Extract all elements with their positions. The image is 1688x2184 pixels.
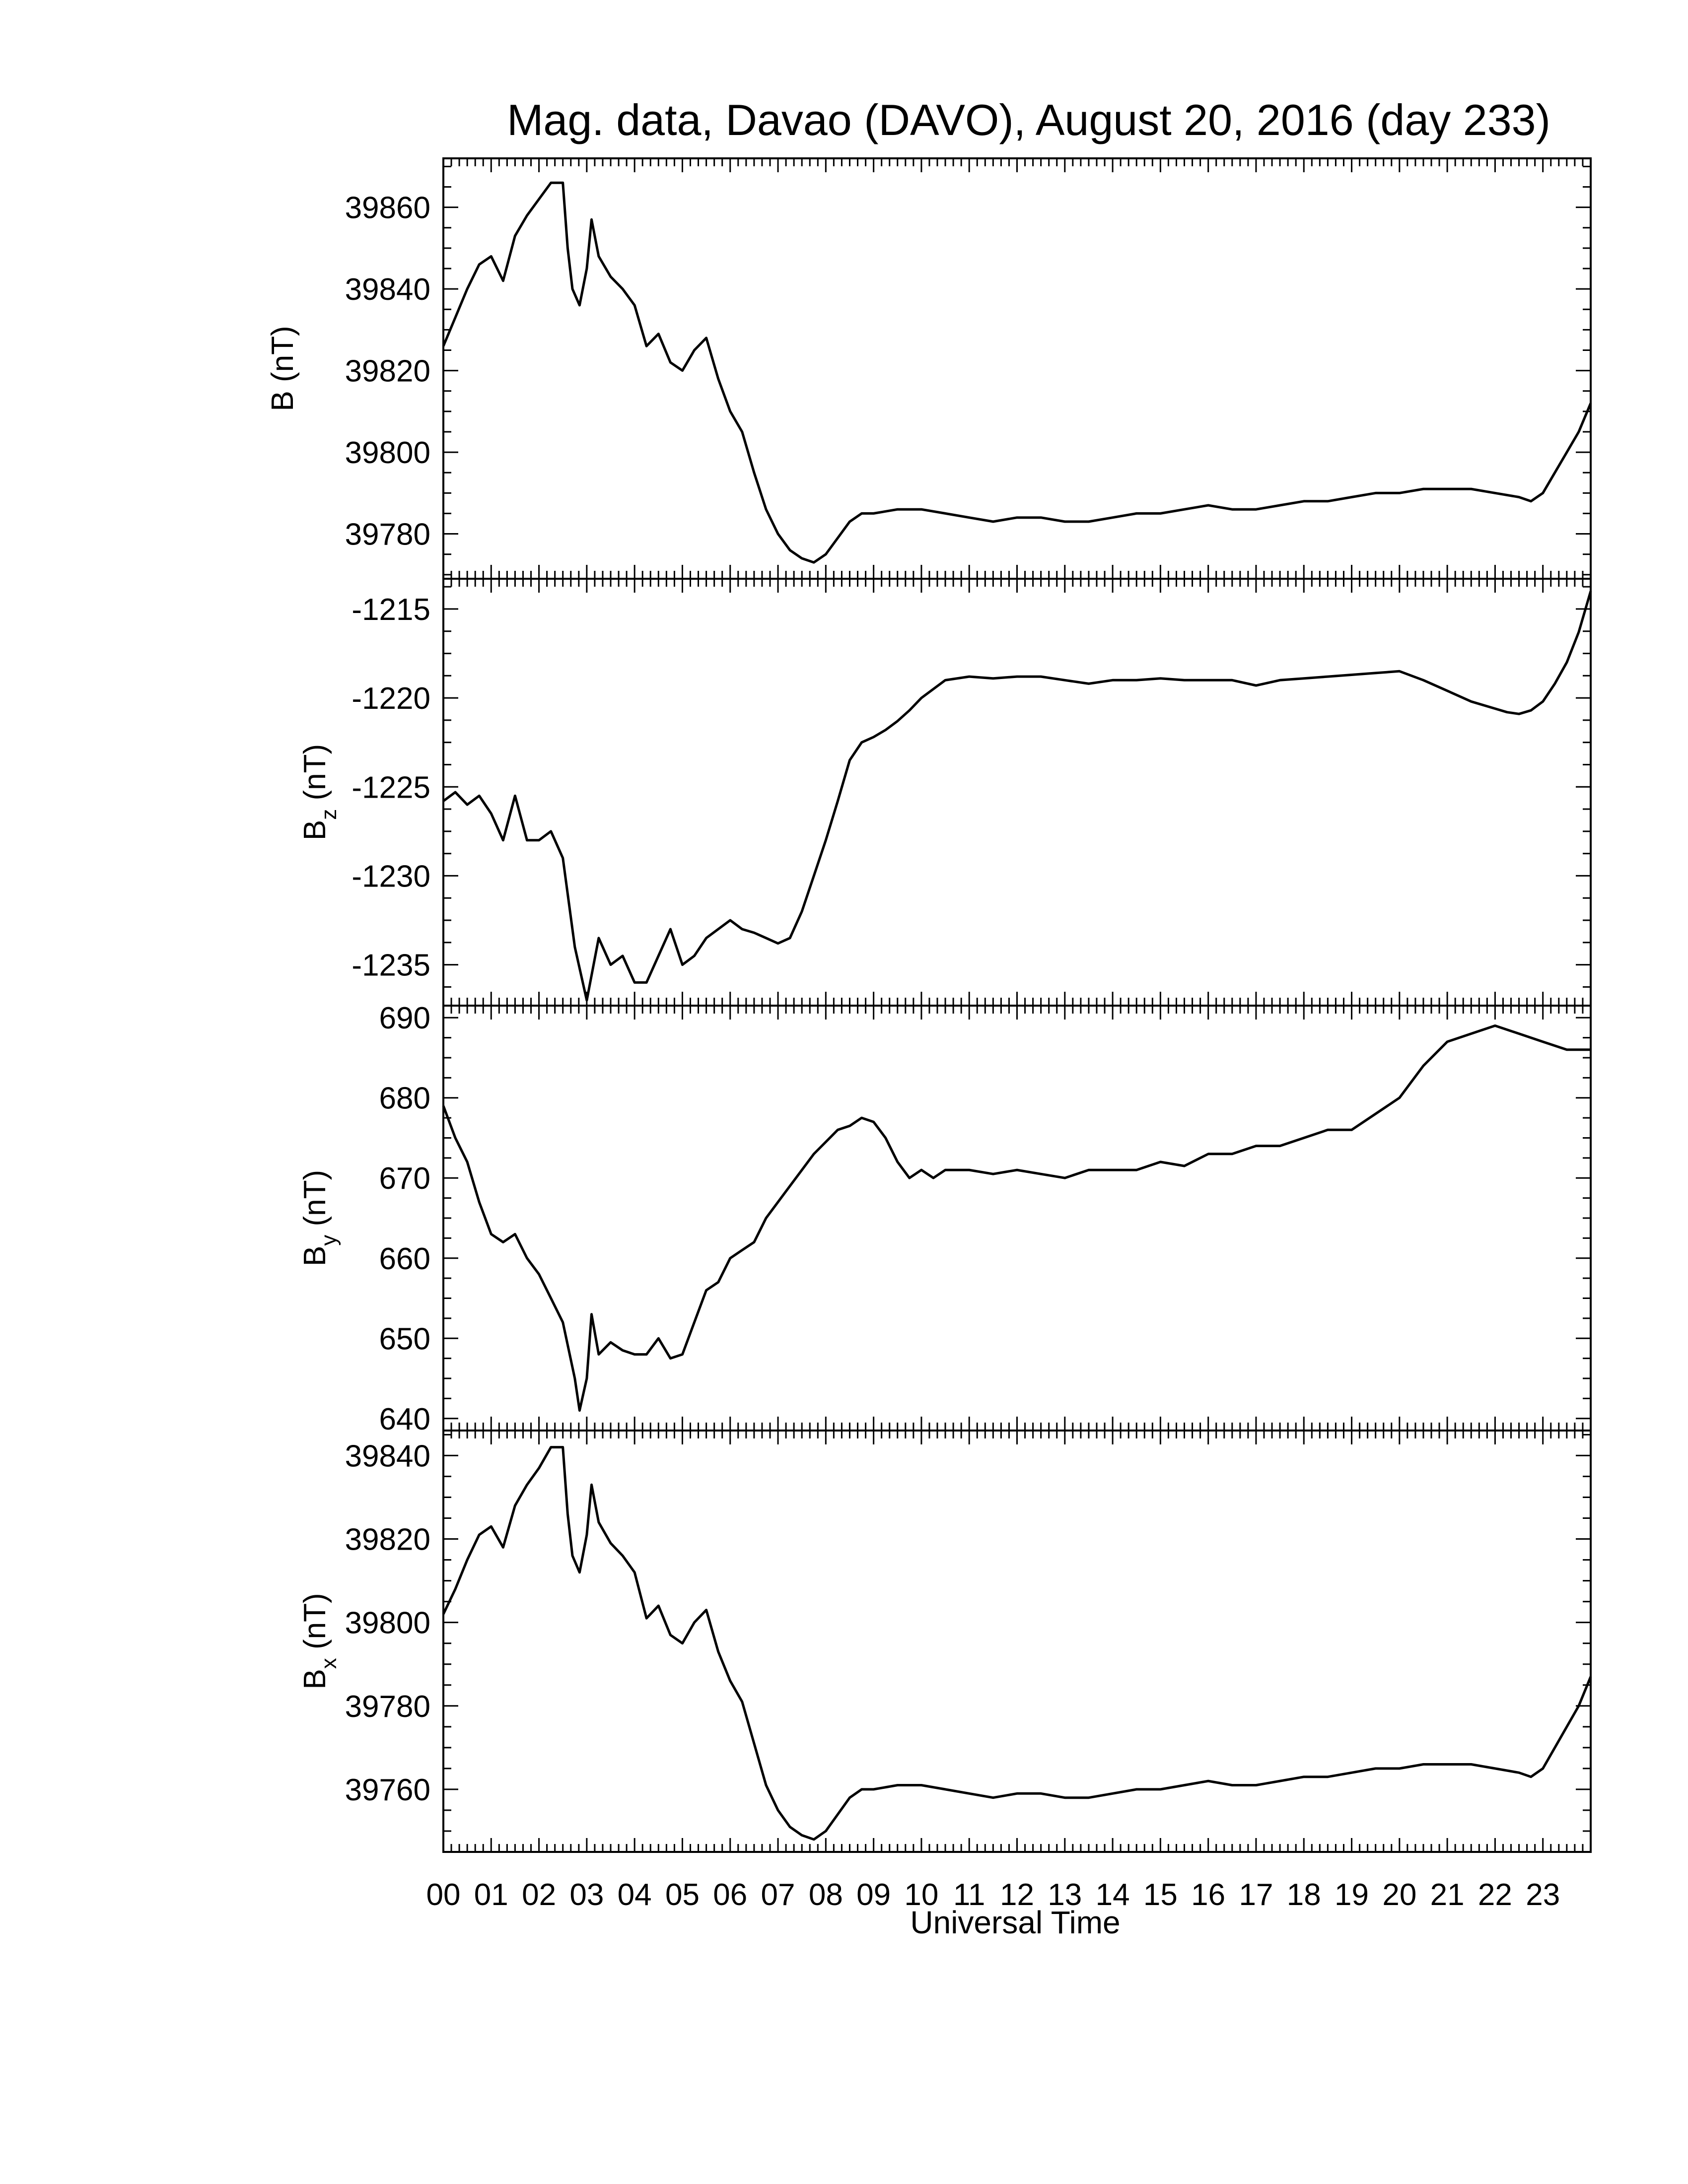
y-tick-label: -1235 — [352, 949, 430, 983]
x-tick-label: 22 — [1478, 1878, 1512, 1912]
x-tick-label: 19 — [1335, 1878, 1369, 1912]
panel-bx: 39760 39780 39800 39820 39840 Bx (nT) — [298, 1430, 1592, 1853]
y-tick-label: 39800 — [345, 1606, 430, 1640]
x-tick-label: 12 — [1000, 1878, 1034, 1912]
y-axis-label-subscript: z — [317, 809, 341, 820]
y-tick-label: 39820 — [345, 1523, 430, 1557]
y-tick-label: 670 — [379, 1161, 430, 1196]
x-tick-label: 04 — [618, 1878, 652, 1912]
y-tick-label: 39820 — [345, 354, 430, 389]
chart-title: Mag. data, Davao (DAVO), August 20, 2016… — [507, 95, 1550, 144]
x-tick-label: 15 — [1143, 1878, 1178, 1912]
y-axis-label-unit: (nT) — [298, 1593, 332, 1658]
x-tick-label: 17 — [1239, 1878, 1273, 1912]
x-tick-label: 11 — [953, 1878, 985, 1912]
y-axis-label-subscript: x — [317, 1658, 341, 1669]
x-tick-label: 20 — [1382, 1878, 1416, 1912]
series-line-by — [442, 1024, 1591, 1412]
y-tick-label: 660 — [379, 1242, 430, 1276]
x-tick-label: 10 — [904, 1878, 938, 1912]
y-axis-label-subscript: y — [317, 1235, 341, 1246]
x-tick-label: 02 — [522, 1878, 556, 1912]
series-line-bz — [442, 591, 1592, 1002]
y-axis-label-unit: (nT) — [298, 1170, 332, 1235]
y-axis-label-symbol: B — [298, 1669, 332, 1689]
panel-frame-by — [442, 1005, 1592, 1432]
x-tick-label: 08 — [809, 1878, 843, 1912]
x-tick-label: 03 — [569, 1878, 604, 1912]
y-tick-label: 640 — [379, 1402, 430, 1436]
x-tick-label: 05 — [665, 1878, 700, 1912]
y-axis-label-b-total: B (nT) — [266, 326, 300, 411]
x-tick-label: 09 — [856, 1878, 891, 1912]
x-tick-label: 13 — [1048, 1878, 1082, 1912]
panel-frame-bz — [442, 578, 1592, 1007]
x-tick-label: 18 — [1287, 1878, 1321, 1912]
y-tick-label: 650 — [379, 1322, 430, 1356]
x-tick-label: 01 — [474, 1878, 508, 1912]
x-axis-label: Universal Time — [910, 1905, 1120, 1940]
y-tick-label: 39800 — [345, 436, 430, 470]
y-tick-label: -1220 — [352, 682, 430, 716]
y-axis-label-symbol: B — [298, 820, 332, 840]
y-axis-label-symbol: B — [298, 1246, 332, 1266]
x-tick-labels: 00 01 02 03 04 05 06 07 08 09 10 11 12 13 14 15 16 17 18 19… — [426, 1878, 1560, 1912]
y-tick-label: 39760 — [345, 1773, 430, 1807]
y-axis-label-bz: Bz (nT) — [298, 744, 341, 840]
y-tick-label: 39840 — [345, 273, 430, 307]
x-tick-label: 06 — [713, 1878, 747, 1912]
panel-by: 640 650 660 670 680 690 By (nT) — [298, 1001, 1592, 1436]
y-axis-label-bx: Bx (nT) — [298, 1593, 341, 1689]
y-axis-label-unit: (nT) — [298, 744, 332, 809]
y-tick-label: -1230 — [352, 859, 430, 893]
x-tick-label: 23 — [1526, 1878, 1560, 1912]
x-tick-label: 00 — [426, 1878, 461, 1912]
y-tick-label: 39780 — [345, 1690, 430, 1724]
y-tick-label: -1215 — [352, 593, 430, 627]
series-line-bx — [442, 1446, 1592, 1841]
x-tick-label: 07 — [761, 1878, 795, 1912]
y-tick-label: 680 — [379, 1082, 430, 1116]
y-axis-label-symbol: B — [266, 391, 300, 411]
y-tick-label: -1225 — [352, 770, 430, 805]
y-tick-label: 39860 — [345, 191, 430, 225]
panel-frame-b-total — [442, 157, 1592, 580]
y-axis-label-unit: (nT) — [266, 326, 300, 391]
x-tick-label: 21 — [1430, 1878, 1465, 1912]
x-tick-label: 16 — [1191, 1878, 1225, 1912]
y-tick-label: 39780 — [345, 518, 430, 552]
panel-bz: -1235 -1230 -1225 -1220 -1215 Bz (nT) — [298, 578, 1592, 1007]
series-line-b-total — [442, 181, 1592, 564]
panel-frame-bx — [442, 1430, 1592, 1853]
x-tick-label: 14 — [1096, 1878, 1130, 1912]
panel-b-total: 39780 39800 39820 39840 39860 B (nT) — [266, 157, 1592, 580]
y-tick-label: 39840 — [345, 1439, 430, 1473]
y-axis-label-by: By (nT) — [298, 1170, 341, 1266]
y-tick-label: 690 — [379, 1001, 430, 1035]
